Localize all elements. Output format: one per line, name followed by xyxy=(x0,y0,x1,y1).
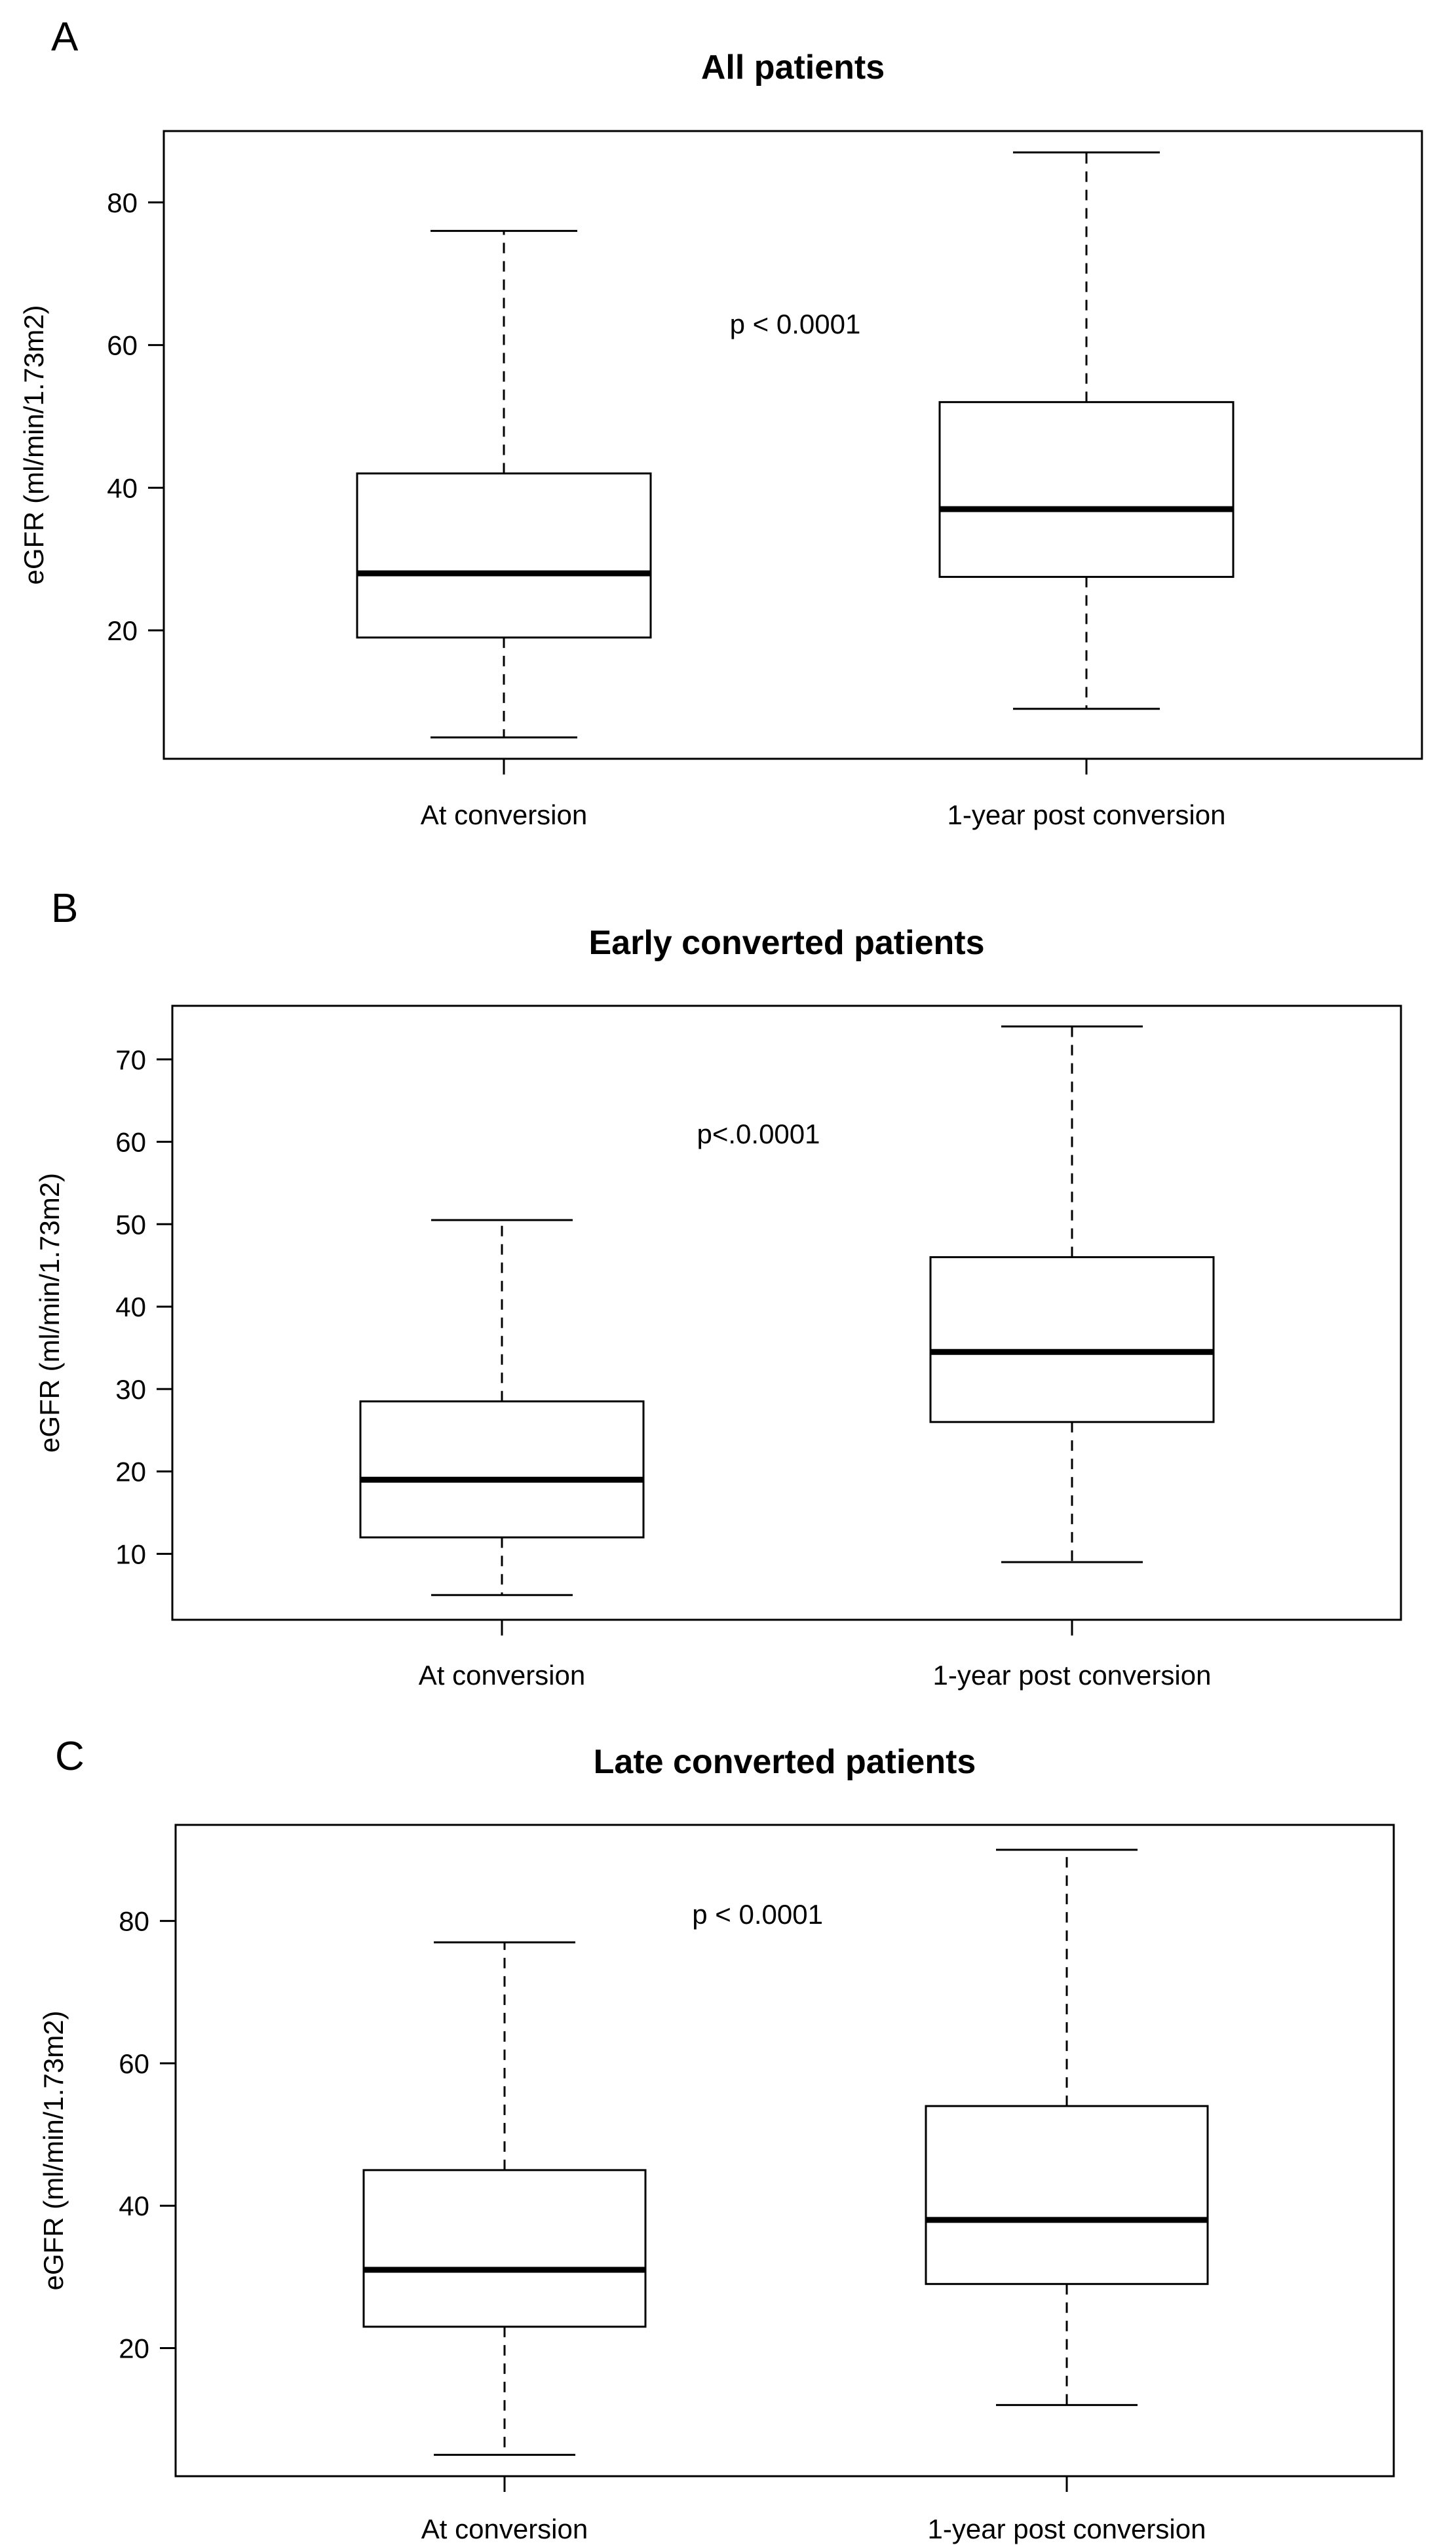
y-tick-label: 20 xyxy=(115,1457,146,1487)
chart-title: Early converted patients xyxy=(589,924,985,962)
y-tick-label: 60 xyxy=(119,2048,149,2079)
y-tick-label: 80 xyxy=(107,187,138,218)
y-tick-label: 70 xyxy=(115,1044,146,1075)
boxplot-chart-all-patients: All patients 20 40 60 80 eGFR (ml/min/1.73m2)… xyxy=(18,48,1423,830)
x-tick-label: At conversion xyxy=(421,799,587,830)
y-tick-label: 60 xyxy=(107,330,138,361)
p-value-annotation: p < 0.0001 xyxy=(692,1899,823,1930)
y-tick-label: 60 xyxy=(115,1127,146,1158)
chart-title: All patients xyxy=(701,48,885,86)
x-tick-label: At conversion xyxy=(419,1660,585,1691)
panel-label: B xyxy=(51,886,79,931)
panel-a: A All patients 20 40 60 80 eGFR (ml/min/1.73m… xyxy=(0,0,1456,845)
y-tick-label: 20 xyxy=(119,2333,149,2363)
plot-frame xyxy=(163,130,1423,760)
y-axis-title: eGFR (ml/min/1.73m2) xyxy=(34,1173,65,1453)
iqr-box xyxy=(938,401,1235,578)
x-tick-label: 1-year post conversion xyxy=(933,1660,1212,1691)
x-tick-label: 1-year post conversion xyxy=(928,2514,1206,2544)
boxplot-chart-early-converted: Early converted patients 10 20 30 40 50 60 70 eG… xyxy=(34,924,1402,1691)
y-tick-label: 20 xyxy=(107,615,138,646)
y-tick-label: 50 xyxy=(115,1209,146,1240)
y-tick-label: 40 xyxy=(119,2191,149,2221)
iqr-box xyxy=(359,1400,645,1539)
panel-b: B Early converted patients 10 20 30 40 50 60 70… xyxy=(0,852,1456,1697)
iqr-box xyxy=(356,472,652,639)
boxplot-chart-late-converted: Late converted patients 20 40 60 80 eGFR (ml/… xyxy=(38,1743,1395,2544)
y-tick-label: 40 xyxy=(107,472,138,503)
y-tick-label: 10 xyxy=(115,1539,146,1569)
plot-frame xyxy=(171,1005,1402,1621)
y-axis-title: eGFR (ml/min/1.73m2) xyxy=(18,305,49,584)
panel-label: A xyxy=(51,14,79,60)
x-tick-label: At conversion xyxy=(421,2514,588,2544)
plot-frame xyxy=(174,1824,1395,2478)
p-value-annotation: p<.0.0001 xyxy=(697,1119,820,1149)
panel-label: C xyxy=(55,1734,85,1779)
p-value-annotation: p < 0.0001 xyxy=(730,309,861,339)
y-tick-label: 40 xyxy=(115,1292,146,1322)
chart-title: Late converted patients xyxy=(594,1743,976,1781)
iqr-box xyxy=(362,2169,647,2328)
y-tick-label: 30 xyxy=(115,1374,146,1405)
iqr-box xyxy=(925,2105,1209,2286)
panel-c: C Late converted patients 20 40 60 80 eGFR (m… xyxy=(0,1710,1456,2545)
y-tick-label: 80 xyxy=(119,1906,149,1937)
x-tick-label: 1-year post conversion xyxy=(948,799,1226,830)
iqr-box xyxy=(929,1256,1215,1423)
y-axis-title: eGFR (ml/min/1.73m2) xyxy=(38,2010,69,2290)
